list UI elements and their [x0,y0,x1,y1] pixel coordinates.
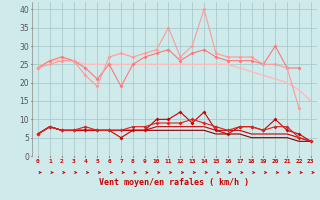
X-axis label: Vent moyen/en rafales ( km/h ): Vent moyen/en rafales ( km/h ) [100,178,249,187]
